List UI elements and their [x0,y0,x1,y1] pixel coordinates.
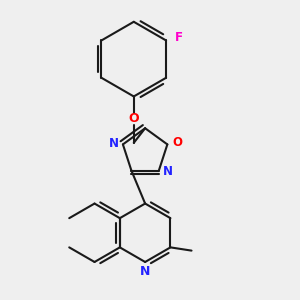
Text: N: N [109,137,119,150]
Text: F: F [175,31,183,44]
Text: O: O [128,112,139,125]
Text: N: N [140,265,150,278]
Text: O: O [172,136,182,149]
Text: N: N [163,165,173,178]
